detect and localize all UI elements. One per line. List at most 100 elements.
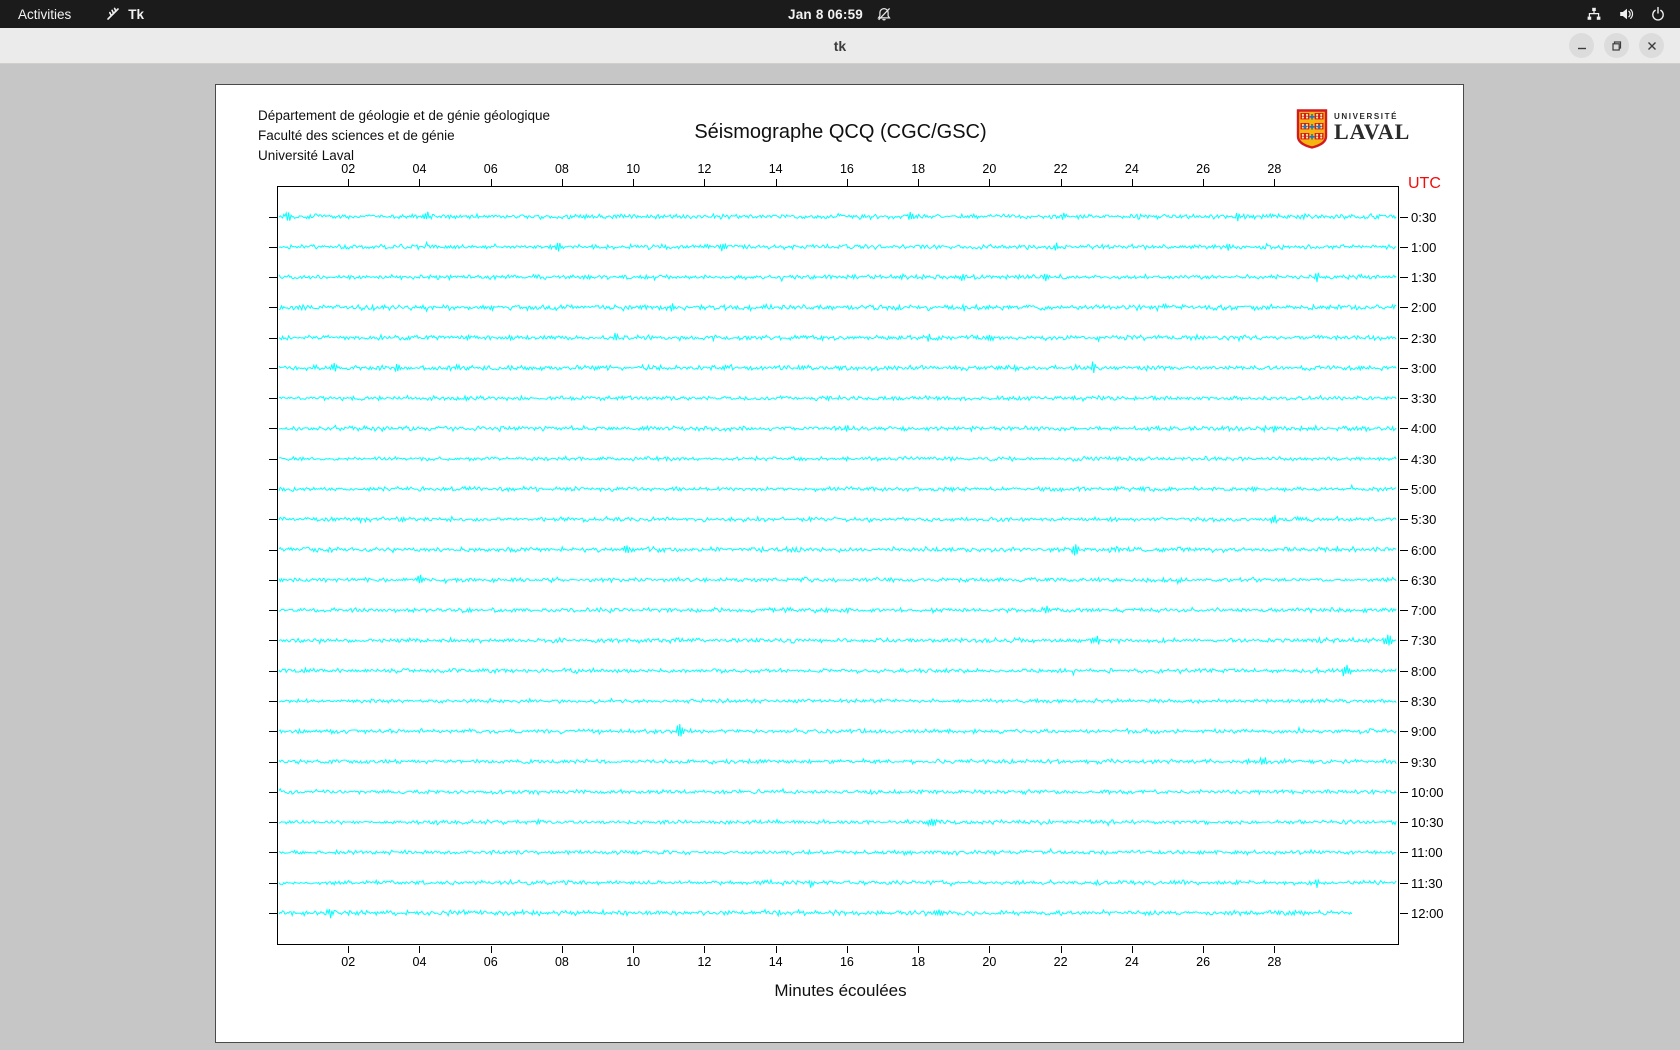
gnome-top-bar: Activities Tk Jan 8 06:59 (0, 0, 1680, 28)
seismogram-trace (278, 664, 1397, 677)
focused-app-label: Tk (128, 6, 145, 22)
row-tick-left (269, 852, 277, 854)
row-tick-left (269, 791, 277, 793)
clock-menu[interactable]: Jan 8 06:59 (788, 6, 863, 22)
x-tick-label-bottom: 24 (1124, 955, 1139, 969)
row-time-label: 2:00 (1411, 300, 1437, 316)
x-tick-label-bottom: 14 (768, 955, 783, 969)
volume-icon[interactable] (1618, 6, 1634, 22)
x-tick-label-bottom: 18 (911, 955, 926, 969)
header-line-2: Faculté des sciences et de génie (258, 128, 455, 143)
x-tick-bottom (775, 946, 777, 953)
row-time-label: 1:00 (1411, 239, 1437, 255)
utc-axis-label: UTC (1408, 175, 1441, 192)
x-tick-label-top: 22 (1053, 162, 1068, 176)
x-tick-label-top: 28 (1267, 162, 1282, 176)
seismogram-trace (278, 483, 1397, 493)
row-time-label: 4:30 (1411, 451, 1437, 467)
x-tick-label-top: 04 (412, 162, 427, 176)
tk-feather-icon (105, 6, 121, 22)
row-tick-right (1400, 700, 1408, 702)
row-tick-left (269, 882, 277, 884)
row-tick-left (269, 398, 277, 400)
x-tick-label-bottom: 02 (341, 955, 356, 969)
row-time-label: 9:30 (1411, 754, 1437, 770)
row-tick-left (269, 670, 277, 672)
row-tick-right (1400, 610, 1408, 612)
row-time-label: 1:30 (1411, 270, 1437, 286)
x-tick-top (918, 179, 920, 186)
row-tick-right (1400, 640, 1408, 642)
row-time-label: 5:30 (1411, 512, 1437, 528)
seismogram-trace (278, 634, 1397, 646)
row-tick-right (1400, 337, 1408, 339)
x-tick-bottom (419, 946, 421, 953)
seismogram-trace (278, 455, 1397, 463)
focused-app-menu[interactable]: Tk (105, 6, 144, 22)
seismogram-trace (278, 424, 1397, 434)
x-tick-top (348, 179, 350, 186)
row-time-label: 0:30 (1411, 209, 1437, 225)
row-tick-right (1400, 731, 1408, 733)
seismogram-trace (278, 394, 1397, 403)
maximize-button[interactable] (1604, 33, 1629, 58)
minimize-button[interactable] (1569, 33, 1594, 58)
row-tick-right (1400, 670, 1408, 672)
seismogram-trace (278, 574, 1397, 586)
seismogram-trace (278, 605, 1397, 615)
notifications-muted-icon[interactable] (876, 6, 892, 22)
x-tick-label-top: 14 (768, 162, 783, 176)
seismogram-trace (278, 361, 1397, 373)
row-tick-left (269, 519, 277, 521)
x-tick-bottom (1203, 946, 1205, 953)
seismogram-trace (278, 272, 1397, 283)
x-tick-bottom (918, 946, 920, 953)
close-button[interactable] (1639, 33, 1664, 58)
x-tick-label-top: 02 (341, 162, 356, 176)
x-tick-top (561, 179, 563, 186)
row-time-label: 11:30 (1411, 875, 1443, 891)
window-title-bar[interactable]: tk (0, 28, 1680, 64)
activities-button[interactable]: Activities (18, 6, 72, 22)
x-tick-top (490, 179, 492, 186)
x-tick-label-top: 16 (839, 162, 854, 176)
row-time-label: 3:30 (1411, 391, 1437, 407)
row-tick-right (1400, 822, 1408, 824)
logo-universite-text: UNIVERSITÉ (1334, 112, 1399, 121)
network-icon[interactable] (1586, 6, 1602, 22)
x-tick-label-bottom: 08 (554, 955, 569, 969)
x-tick-top (633, 179, 635, 186)
x-tick-bottom (989, 946, 991, 953)
row-tick-left (269, 731, 277, 733)
row-tick-right (1400, 277, 1408, 279)
x-axis-title: Minutes écoulées (774, 981, 907, 1000)
row-tick-right (1400, 307, 1408, 309)
plot-frame (277, 186, 1399, 945)
row-tick-left (269, 277, 277, 279)
row-tick-left (269, 458, 277, 460)
seismogram-trace (278, 878, 1397, 888)
x-tick-label-bottom: 12 (697, 955, 712, 969)
x-tick-label-top: 08 (554, 162, 569, 176)
row-tick-left (269, 428, 277, 430)
row-tick-left (269, 912, 277, 914)
row-time-label: 8:30 (1411, 693, 1437, 709)
seismogram-trace (278, 332, 1397, 343)
x-tick-label-top: 06 (483, 162, 498, 176)
x-tick-top (419, 179, 421, 186)
row-tick-right (1400, 912, 1408, 914)
x-tick-label-bottom: 22 (1053, 955, 1068, 969)
row-tick-left (269, 367, 277, 369)
x-tick-label-bottom: 26 (1196, 955, 1211, 969)
seismogram-trace (278, 756, 1397, 766)
x-tick-bottom (490, 946, 492, 953)
row-tick-left (269, 822, 277, 824)
x-tick-top (1274, 179, 1276, 186)
seismogram-trace (278, 211, 1397, 222)
x-tick-label-bottom: 20 (982, 955, 997, 969)
x-tick-top (846, 179, 848, 186)
row-tick-right (1400, 882, 1408, 884)
power-icon[interactable] (1650, 6, 1666, 22)
row-tick-left (269, 761, 277, 763)
row-tick-right (1400, 761, 1408, 763)
